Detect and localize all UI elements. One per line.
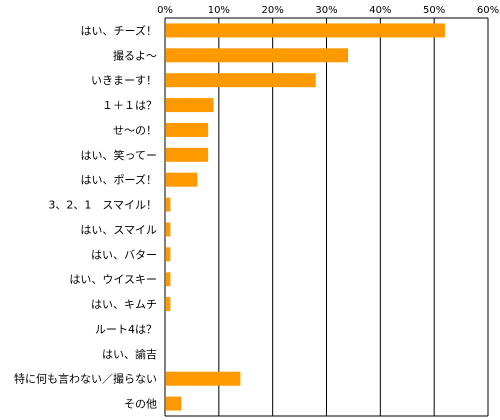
x-tick-label: 10% bbox=[208, 5, 230, 16]
x-tick-label: 40% bbox=[369, 5, 391, 16]
bar bbox=[166, 222, 171, 237]
category-label: せ～の！ bbox=[113, 124, 157, 137]
category-label: はい、スマイル bbox=[80, 223, 157, 236]
bar bbox=[166, 247, 171, 262]
category-label: 撮るよ～ bbox=[113, 48, 157, 62]
x-tick-label: 60% bbox=[477, 5, 499, 16]
bar bbox=[166, 197, 171, 212]
bar bbox=[166, 73, 316, 88]
bar bbox=[166, 147, 209, 162]
category-label: 3、2、1 スマイル！ bbox=[48, 199, 157, 212]
bar bbox=[166, 98, 214, 113]
category-label: ルート4は？ bbox=[95, 323, 157, 336]
category-label: はい、笑ってー bbox=[81, 148, 157, 162]
bar bbox=[166, 371, 241, 386]
bar bbox=[166, 396, 182, 411]
category-label: １＋１は？ bbox=[102, 99, 157, 112]
x-tick-label: 30% bbox=[315, 5, 337, 16]
bar bbox=[166, 122, 209, 137]
category-label: はい、バター bbox=[91, 248, 157, 261]
category-label: いきまーす！ bbox=[91, 74, 157, 87]
bar bbox=[166, 272, 171, 287]
category-label: はい、キムチ bbox=[91, 298, 157, 311]
y-axis-category-labels: はい、チーズ！ 撮るよ～ いきまーす！ １＋１は？ せ～の！ はい、笑ってーはい、ポーズ！… bbox=[14, 23, 157, 410]
bars bbox=[166, 23, 445, 411]
category-label: はい、ポーズ！ bbox=[81, 173, 157, 187]
bar bbox=[166, 23, 445, 38]
x-axis-tick-labels: 0% 10% 20% 30% 40% 50% 60% bbox=[157, 5, 499, 16]
category-label: はい、諭吉 bbox=[102, 347, 157, 361]
category-label: はい、ウイスキー bbox=[69, 273, 157, 286]
bar bbox=[166, 172, 198, 187]
bar bbox=[166, 297, 171, 312]
bar bbox=[166, 48, 349, 63]
x-tick-label: 50% bbox=[423, 5, 445, 16]
category-label: その他 bbox=[124, 398, 157, 411]
x-tick-label: 20% bbox=[262, 5, 284, 16]
x-tick-label: 0% bbox=[157, 5, 173, 16]
category-label: 特に何も言わない／撮らない bbox=[14, 372, 157, 386]
category-label: はい、チーズ！ bbox=[81, 23, 157, 37]
